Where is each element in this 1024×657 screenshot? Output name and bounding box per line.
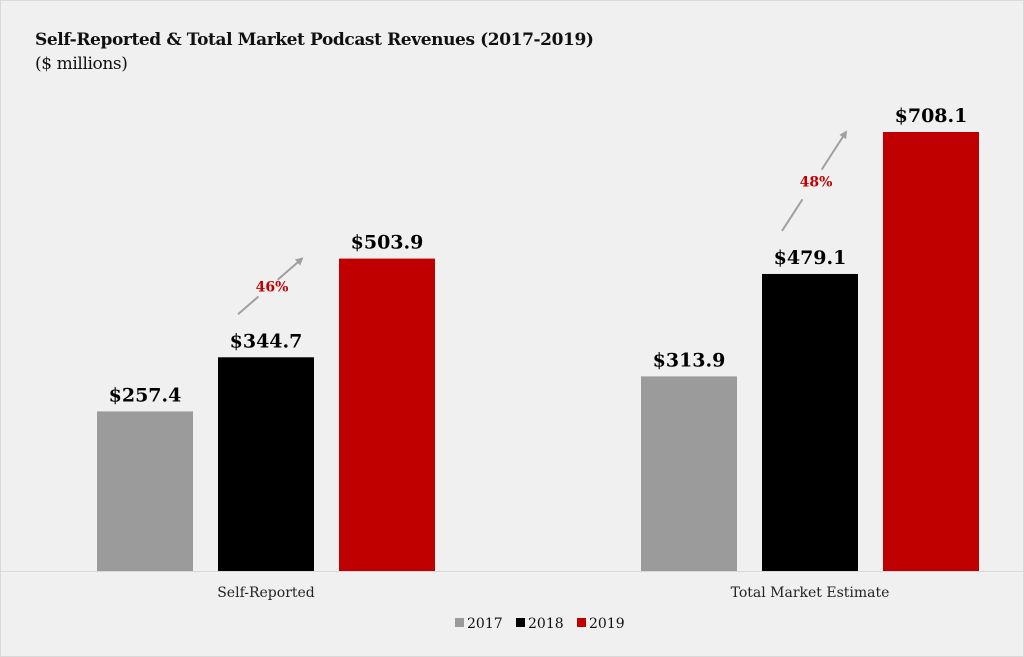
bar-2018-self-reported — [218, 357, 314, 571]
legend-label: 2018 — [528, 616, 564, 632]
legend-label: 2017 — [467, 616, 503, 632]
growth-percent-label: 46% — [256, 279, 289, 295]
data-label: $344.7 — [230, 330, 303, 352]
bar-2017-total-market-estimate — [641, 376, 737, 571]
legend-label: 2019 — [589, 616, 625, 632]
category-label: Self-Reported — [217, 585, 315, 601]
legend-swatch-2018 — [516, 618, 525, 627]
data-label: $257.4 — [109, 384, 182, 406]
growth-arrow-line — [237, 295, 260, 316]
bar-2017-self-reported — [97, 411, 193, 571]
data-label: $503.9 — [351, 232, 424, 254]
growth-arrow-icon — [277, 257, 304, 281]
legend-swatch-2019 — [577, 618, 586, 627]
chart-subtitle: ($ millions) — [35, 54, 128, 74]
data-label: $313.9 — [653, 349, 726, 371]
bar-2019-self-reported — [339, 258, 435, 571]
category-label: Total Market Estimate — [731, 585, 890, 601]
growth-arrow-icon — [820, 130, 848, 171]
bar-2018-total-market-estimate — [762, 273, 858, 571]
chart-title: Self-Reported & Total Market Podcast Rev… — [35, 30, 594, 50]
bar-2019-total-market-estimate — [883, 132, 979, 571]
data-label: $708.1 — [895, 105, 968, 127]
legend-swatch-2017 — [455, 618, 464, 627]
data-label: $479.1 — [774, 247, 847, 269]
growth-percent-label: 48% — [800, 174, 833, 190]
growth-arrow-line — [781, 198, 804, 232]
